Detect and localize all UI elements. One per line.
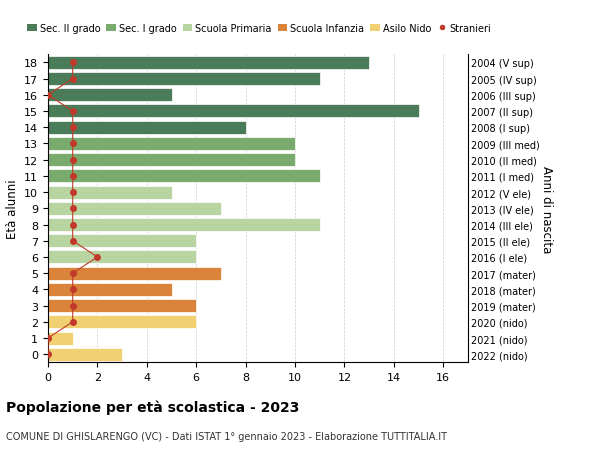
Text: Popolazione per età scolastica - 2023: Popolazione per età scolastica - 2023 bbox=[6, 399, 299, 414]
Bar bbox=[48, 267, 221, 280]
Bar bbox=[48, 105, 419, 118]
Y-axis label: Anni di nascita: Anni di nascita bbox=[541, 165, 553, 252]
Bar bbox=[48, 332, 73, 345]
Bar bbox=[48, 348, 122, 361]
Text: COMUNE DI GHISLARENGO (VC) - Dati ISTAT 1° gennaio 2023 - Elaborazione TUTTITALI: COMUNE DI GHISLARENGO (VC) - Dati ISTAT … bbox=[6, 431, 447, 442]
Y-axis label: Età alunni: Età alunni bbox=[5, 179, 19, 239]
Bar bbox=[48, 73, 320, 86]
Bar bbox=[48, 299, 196, 313]
Bar bbox=[48, 251, 196, 264]
Bar bbox=[48, 186, 172, 199]
Bar bbox=[48, 138, 295, 151]
Bar bbox=[48, 283, 172, 296]
Bar bbox=[48, 218, 320, 231]
Bar bbox=[48, 235, 196, 248]
Bar bbox=[48, 170, 320, 183]
Bar bbox=[48, 154, 295, 167]
Bar bbox=[48, 57, 369, 70]
Bar bbox=[48, 122, 245, 134]
Legend: Sec. II grado, Sec. I grado, Scuola Primaria, Scuola Infanzia, Asilo Nido, Stran: Sec. II grado, Sec. I grado, Scuola Prim… bbox=[23, 20, 495, 38]
Bar bbox=[48, 316, 196, 329]
Bar bbox=[48, 202, 221, 215]
Bar bbox=[48, 89, 172, 102]
